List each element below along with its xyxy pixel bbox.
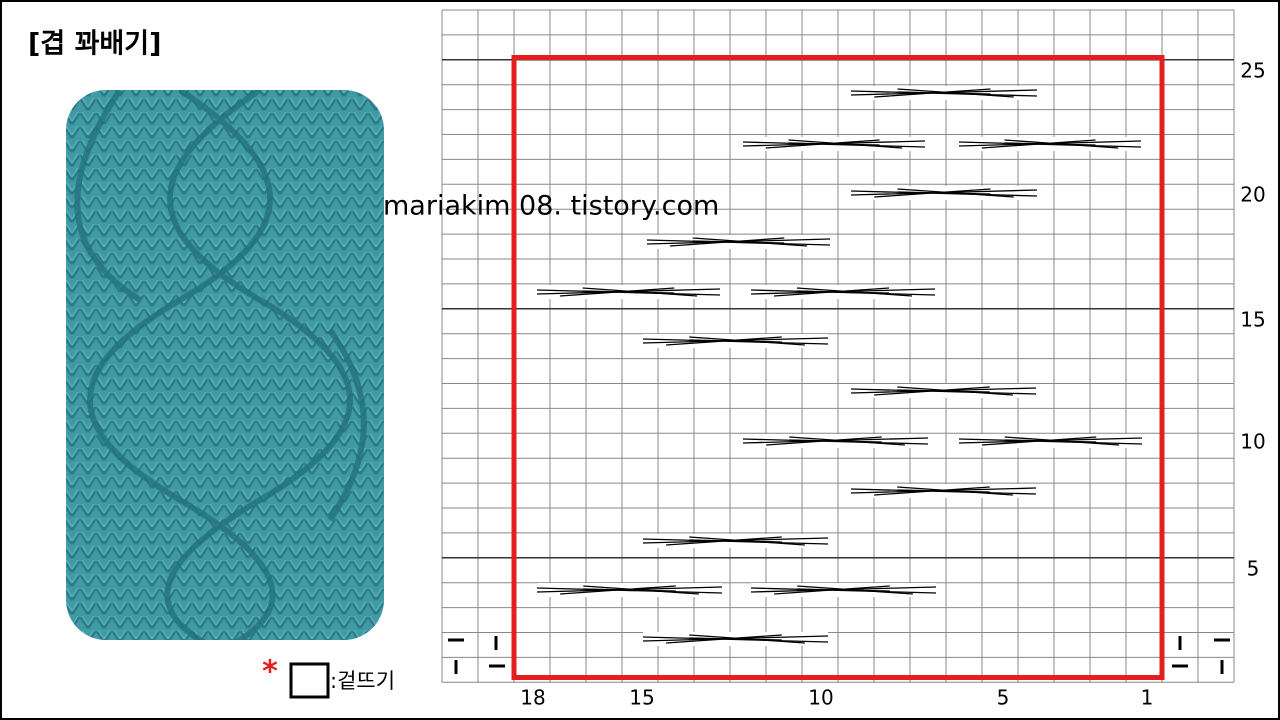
legend-swatch	[289, 662, 330, 699]
cable-stroke	[692, 240, 785, 244]
cable	[958, 434, 1143, 448]
cable-symbols	[536, 86, 1143, 646]
column-number: 5	[997, 686, 1010, 710]
cable	[642, 534, 829, 548]
cable-stroke	[1004, 439, 1097, 443]
cable	[750, 285, 936, 299]
cable	[642, 334, 829, 348]
cable	[958, 137, 1142, 151]
cable-stroke	[789, 439, 882, 443]
row-number: 15	[1240, 308, 1265, 332]
column-number: 10	[808, 686, 833, 710]
cable	[642, 632, 829, 646]
cable-stroke	[689, 637, 782, 641]
column-numbers: 18 15 10 5 1	[520, 686, 1153, 710]
repeat-box	[511, 55, 1165, 680]
title: [겹 꽈배기]	[28, 29, 161, 60]
legend-label: :겉뜨기	[330, 669, 395, 693]
knit-photo	[66, 90, 384, 640]
cable	[750, 583, 937, 597]
row-number: 10	[1240, 430, 1265, 454]
edge-symbols	[448, 636, 1230, 674]
cable	[850, 484, 1037, 498]
row-number: 25	[1240, 59, 1265, 83]
cable-stroke	[583, 588, 676, 592]
watermark: mariakim 08. tistory.com	[383, 191, 719, 222]
cable	[646, 235, 831, 249]
cable-stroke	[797, 588, 890, 592]
cable-stroke	[897, 191, 991, 195]
column-number: 15	[629, 686, 654, 710]
cable-stroke	[897, 389, 990, 393]
cable	[742, 137, 926, 151]
cable	[536, 583, 723, 597]
cable-stroke	[1004, 142, 1096, 146]
cable	[850, 186, 1038, 200]
cable-stroke	[897, 91, 991, 95]
cable	[850, 384, 1037, 398]
cable	[536, 285, 721, 299]
row-number: 5	[1247, 557, 1260, 581]
column-number: 1	[1141, 686, 1154, 710]
cable-stroke	[582, 290, 675, 294]
cable-stroke	[788, 142, 880, 146]
cable-stroke	[897, 489, 990, 493]
column-number: 18	[520, 686, 545, 710]
cable	[742, 434, 929, 448]
cable-stroke	[689, 539, 782, 543]
row-numbers: 25 20 15 10 5	[1240, 59, 1265, 581]
row-number: 20	[1240, 183, 1265, 207]
cable-stroke	[689, 339, 782, 343]
legend-marker: *	[262, 655, 278, 690]
cable-stroke	[796, 290, 890, 294]
cable	[850, 86, 1038, 100]
